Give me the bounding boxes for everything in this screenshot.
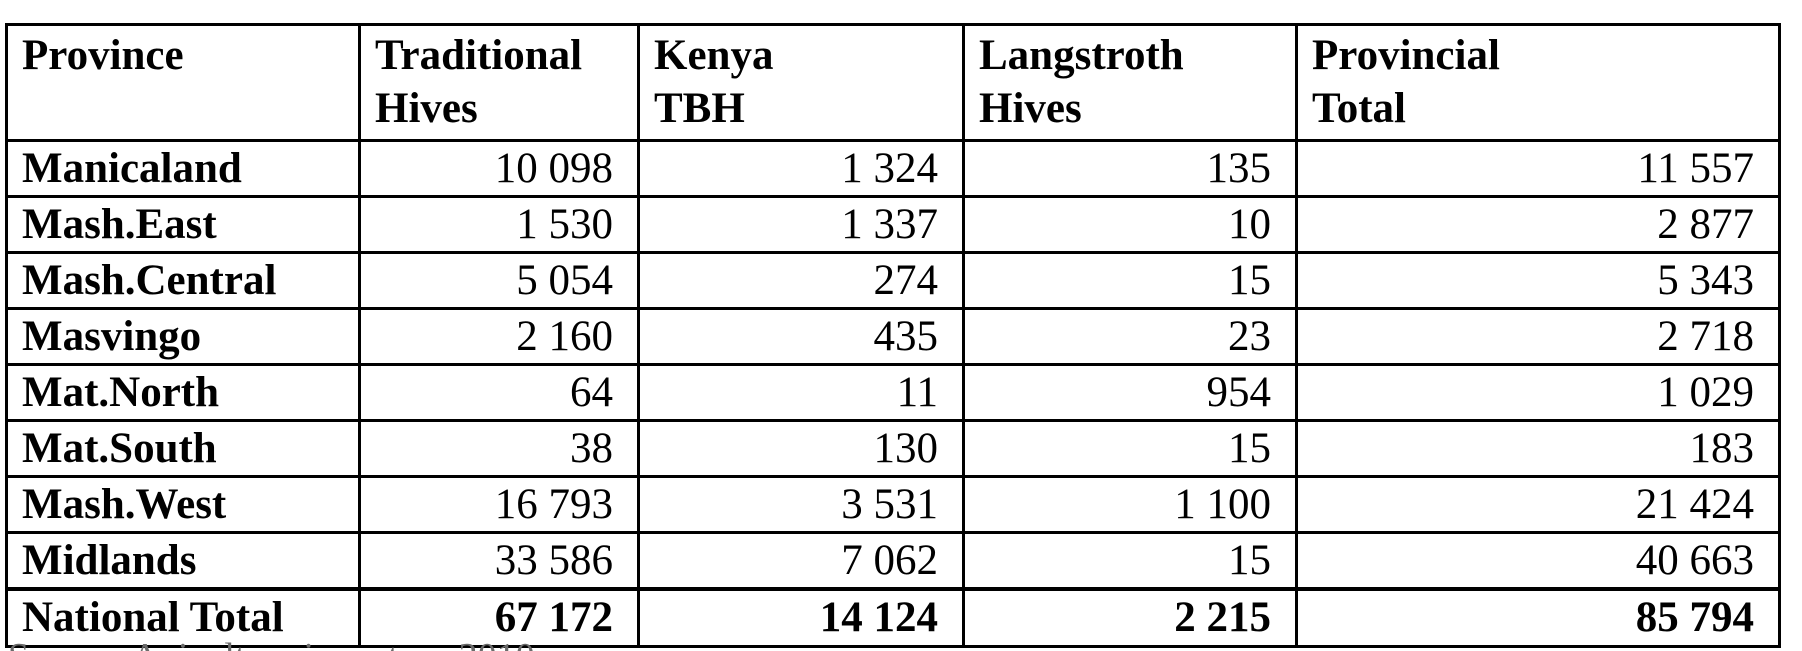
cell-provincial-total: 85 794	[1295, 586, 1781, 648]
cell-kenya-tbh: 274	[637, 251, 965, 310]
cell-province: Midlands	[5, 531, 361, 590]
cell-provincial-total: 1 029	[1295, 363, 1781, 422]
cell-kenya-tbh: 7 062	[637, 531, 965, 590]
cell-kenya-tbh: 1 324	[637, 139, 965, 198]
cell-province: Mat.South	[5, 419, 361, 478]
cell-province: Mat.North	[5, 363, 361, 422]
cell-kenya-tbh: 3 531	[637, 475, 965, 534]
table-row: Mash.West 16 793 3 531 1 100 21 424	[5, 475, 1781, 534]
cell-provincial-total: 5 343	[1295, 251, 1781, 310]
table-row: Mat.North 64 11 954 1 029	[5, 363, 1781, 422]
cell-province: Mash.Central	[5, 251, 361, 310]
cell-traditional: 33 586	[358, 531, 640, 590]
cell-provincial-total: 11 557	[1295, 139, 1781, 198]
cell-provincial-total: 2 877	[1295, 195, 1781, 254]
cell-traditional: 10 098	[358, 139, 640, 198]
cell-province: Mash.West	[5, 475, 361, 534]
cell-traditional: 64	[358, 363, 640, 422]
table-row: Mash.Central 5 054 274 15 5 343	[5, 251, 1781, 310]
cell-provincial-total: 21 424	[1295, 475, 1781, 534]
cell-traditional: 38	[358, 419, 640, 478]
cell-langstroth: 954	[962, 363, 1298, 422]
header-cell-langstroth: Langstroth Hives	[962, 23, 1298, 142]
table-row: Manicaland 10 098 1 324 135 11 557	[5, 139, 1781, 198]
cell-provincial-total: 2 718	[1295, 307, 1781, 366]
hive-counts-table: Province Traditional Hives Kenya TBH Lan…	[5, 23, 1781, 648]
cell-langstroth: 15	[962, 531, 1298, 590]
cell-provincial-total: 40 663	[1295, 531, 1781, 590]
cell-province: National Total	[5, 586, 361, 648]
table-row: Mat.South 38 130 15 183	[5, 419, 1781, 478]
header-cell-provincial-total: Provincial Total	[1295, 23, 1781, 142]
cell-province: Mash.East	[5, 195, 361, 254]
cell-provincial-total: 183	[1295, 419, 1781, 478]
header-cell-kenya-tbh: Kenya TBH	[637, 23, 965, 142]
cell-langstroth: 23	[962, 307, 1298, 366]
table-row: Masvingo 2 160 435 23 2 718	[5, 307, 1781, 366]
cell-traditional: 5 054	[358, 251, 640, 310]
cell-langstroth: 10	[962, 195, 1298, 254]
cell-traditional: 2 160	[358, 307, 640, 366]
table-row: Mash.East 1 530 1 337 10 2 877	[5, 195, 1781, 254]
cell-kenya-tbh: 435	[637, 307, 965, 366]
header-cell-traditional: Traditional Hives	[358, 23, 640, 142]
cell-traditional: 16 793	[358, 475, 640, 534]
cell-province: Manicaland	[5, 139, 361, 198]
table-row: Midlands 33 586 7 062 15 40 663	[5, 531, 1781, 590]
cell-traditional: 1 530	[358, 195, 640, 254]
cell-langstroth: 15	[962, 419, 1298, 478]
cell-langstroth: 15	[962, 251, 1298, 310]
cell-langstroth: 135	[962, 139, 1298, 198]
cell-province: Masvingo	[5, 307, 361, 366]
source-caption-cropped: Source: Apiculture inventory 2010	[8, 638, 535, 651]
header-cell-province: Province	[5, 23, 361, 142]
cell-kenya-tbh: 130	[637, 419, 965, 478]
table-row-national-total: National Total 67 172 14 124 2 215 85 79…	[5, 586, 1781, 648]
cell-kenya-tbh: 1 337	[637, 195, 965, 254]
cell-traditional: 67 172	[358, 586, 640, 648]
cell-kenya-tbh: 14 124	[637, 586, 965, 648]
table-header-row: Province Traditional Hives Kenya TBH Lan…	[5, 23, 1781, 142]
cell-langstroth: 2 215	[962, 586, 1298, 648]
cell-langstroth: 1 100	[962, 475, 1298, 534]
cell-kenya-tbh: 11	[637, 363, 965, 422]
